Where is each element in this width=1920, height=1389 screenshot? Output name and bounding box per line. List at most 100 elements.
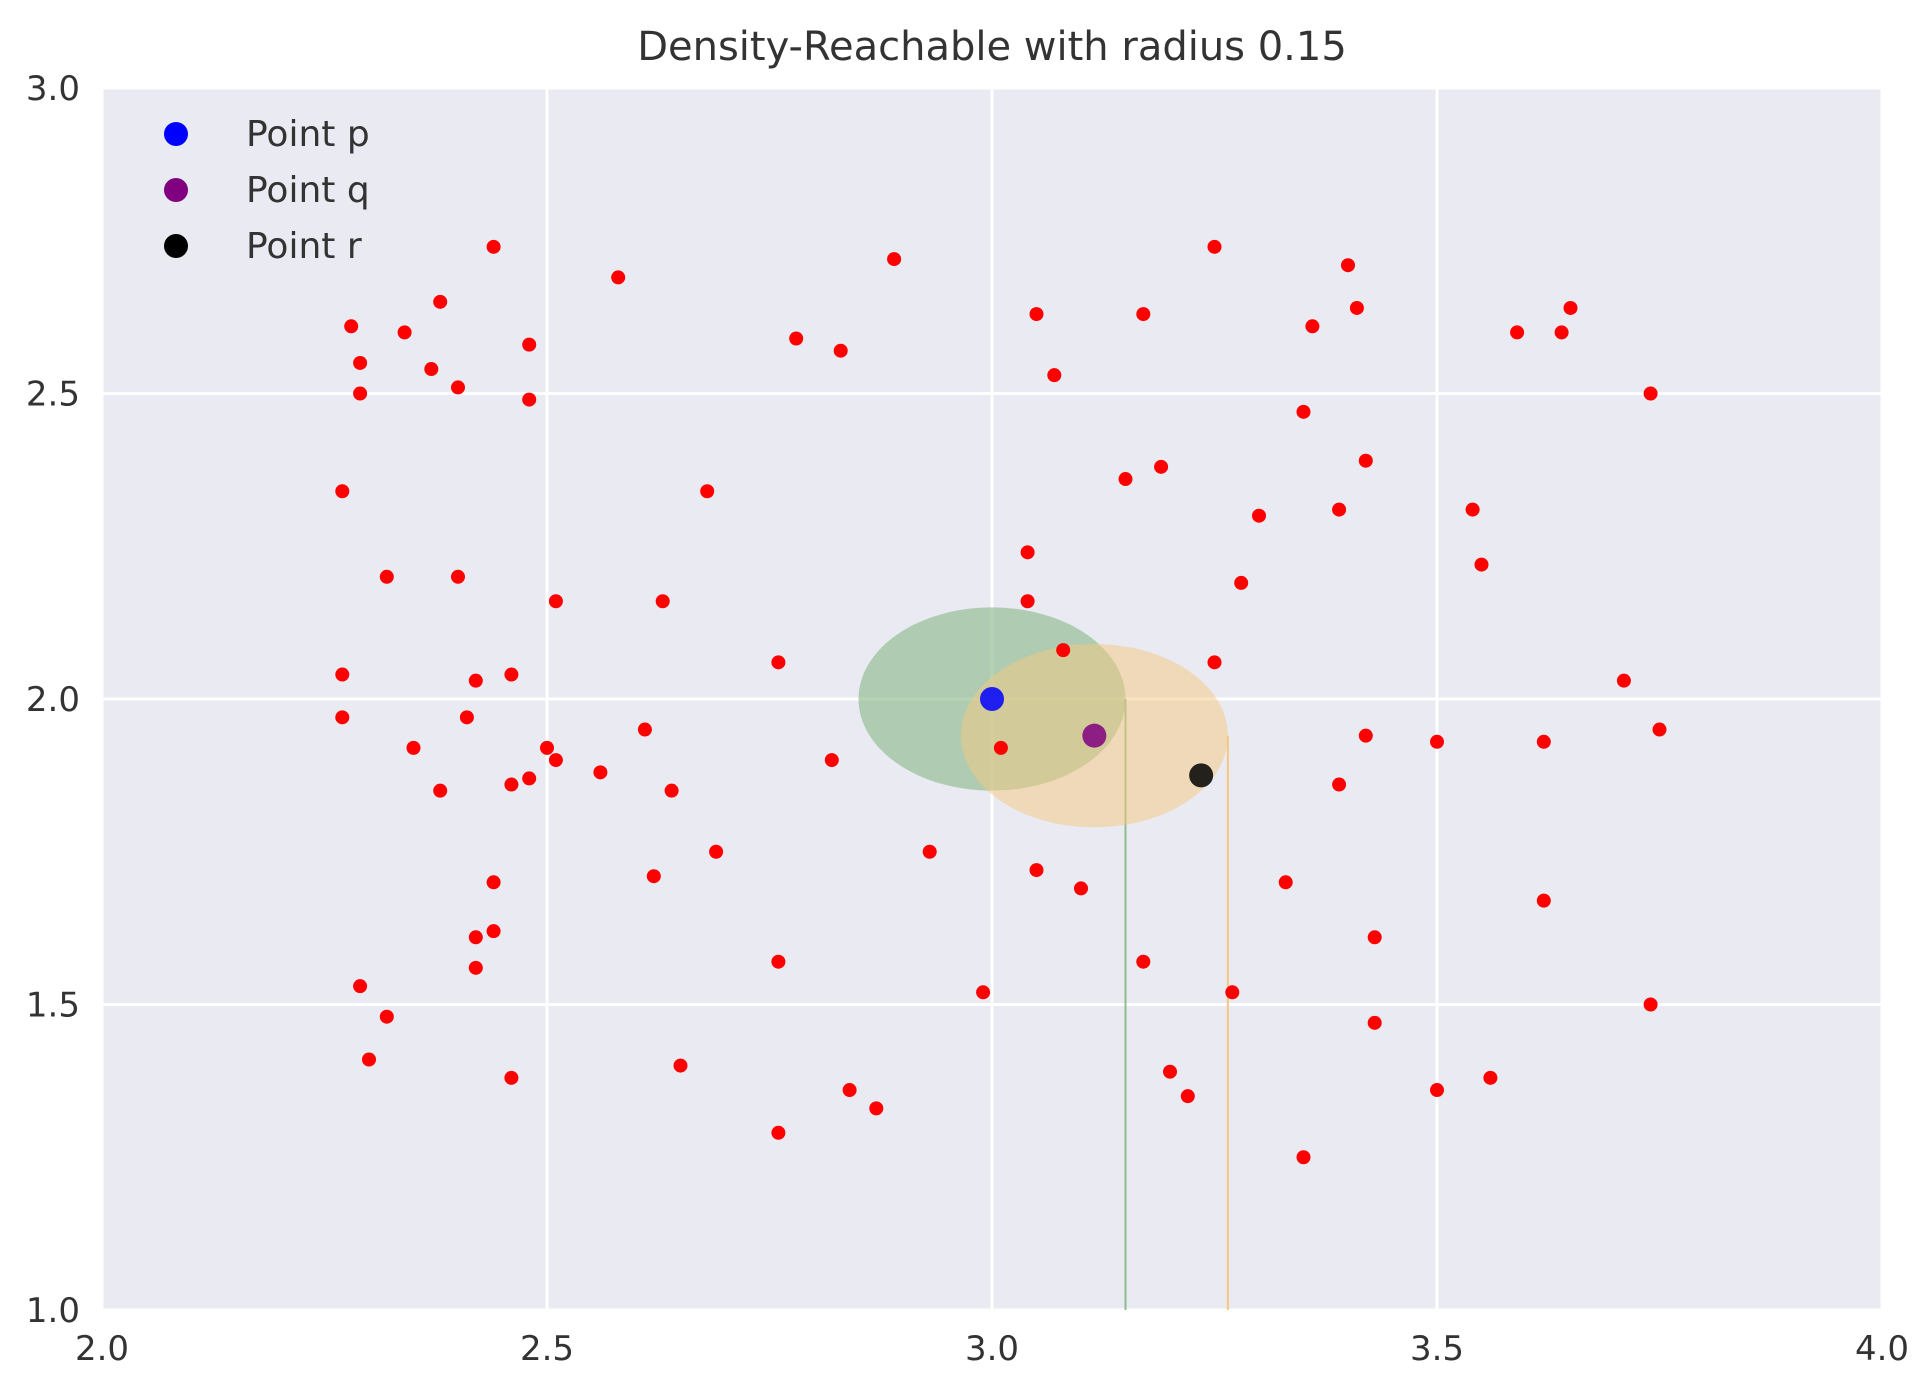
data-point bbox=[522, 337, 537, 352]
data-point bbox=[1136, 307, 1151, 322]
data-point bbox=[406, 740, 421, 755]
data-point bbox=[700, 484, 715, 499]
data-point bbox=[1367, 930, 1382, 945]
x-tick-label: 3.5 bbox=[1410, 1329, 1464, 1369]
data-point bbox=[1367, 1015, 1382, 1030]
data-point bbox=[771, 655, 786, 670]
legend-marker bbox=[164, 234, 188, 258]
data-point bbox=[824, 753, 839, 768]
data-point bbox=[468, 673, 483, 688]
data-point bbox=[1136, 954, 1151, 969]
legend-label: Point p bbox=[246, 114, 370, 155]
data-point bbox=[540, 740, 554, 755]
data-point bbox=[353, 979, 368, 994]
data-point bbox=[1616, 673, 1631, 688]
y-tick-label: 3.0 bbox=[26, 69, 80, 109]
data-point bbox=[1180, 1089, 1195, 1104]
data-point bbox=[842, 1083, 857, 1098]
y-tick-label: 1.5 bbox=[26, 986, 80, 1026]
data-point bbox=[1430, 1083, 1444, 1098]
data-point bbox=[1020, 594, 1035, 609]
data-point bbox=[1652, 722, 1667, 737]
data-point bbox=[1332, 777, 1347, 792]
data-point bbox=[1643, 386, 1658, 401]
highlight-point bbox=[980, 687, 1004, 711]
data-point bbox=[1563, 300, 1578, 315]
data-point bbox=[1349, 300, 1364, 315]
data-point bbox=[1234, 575, 1249, 590]
data-point bbox=[1358, 728, 1373, 743]
highlight-point bbox=[1189, 763, 1214, 788]
x-tick-label: 2.0 bbox=[75, 1329, 129, 1369]
data-point bbox=[1430, 734, 1444, 749]
data-point bbox=[468, 930, 483, 945]
data-point bbox=[1296, 1150, 1311, 1165]
data-point bbox=[1029, 863, 1044, 878]
data-point bbox=[1020, 545, 1035, 560]
data-point bbox=[486, 875, 501, 890]
data-point bbox=[486, 924, 501, 939]
data-point bbox=[522, 392, 537, 407]
data-point bbox=[468, 960, 483, 975]
data-point bbox=[522, 771, 537, 786]
data-point bbox=[993, 740, 1008, 755]
data-point bbox=[1510, 325, 1525, 340]
x-tick-label: 4.0 bbox=[1855, 1329, 1909, 1369]
legend-marker bbox=[164, 178, 188, 202]
data-point bbox=[1225, 985, 1240, 1000]
highlight-point bbox=[1082, 723, 1107, 748]
data-point bbox=[922, 844, 937, 859]
data-point bbox=[789, 331, 804, 346]
data-point bbox=[887, 252, 902, 267]
data-point bbox=[1536, 734, 1551, 749]
legend-marker bbox=[164, 122, 188, 146]
data-point bbox=[379, 569, 394, 584]
data-point bbox=[1252, 508, 1266, 523]
data-point bbox=[1207, 239, 1222, 254]
data-point bbox=[335, 710, 350, 725]
data-point bbox=[1163, 1064, 1177, 1079]
data-point bbox=[504, 1070, 519, 1085]
data-point bbox=[771, 954, 786, 969]
data-point bbox=[1154, 459, 1169, 474]
data-point bbox=[709, 844, 724, 859]
data-point bbox=[1643, 997, 1658, 1012]
data-point bbox=[451, 380, 465, 395]
y-tick-label: 1.0 bbox=[26, 1291, 80, 1331]
data-point bbox=[1029, 307, 1044, 322]
data-point bbox=[504, 777, 519, 792]
data-point bbox=[1358, 453, 1373, 468]
data-point bbox=[504, 667, 519, 682]
data-point bbox=[771, 1125, 786, 1140]
legend-label: Point r bbox=[246, 226, 362, 267]
chart-title: Density-Reachable with radius 0.15 bbox=[637, 24, 1347, 70]
x-tick-label: 2.5 bbox=[520, 1329, 574, 1369]
data-point bbox=[424, 362, 439, 377]
data-point bbox=[869, 1101, 884, 1116]
data-point bbox=[611, 270, 626, 285]
data-point bbox=[1554, 325, 1569, 340]
data-point bbox=[379, 1009, 394, 1024]
data-point bbox=[1056, 643, 1071, 658]
data-point bbox=[593, 765, 608, 780]
data-point bbox=[1341, 258, 1355, 273]
data-point bbox=[976, 985, 991, 1000]
data-point bbox=[1118, 472, 1133, 487]
data-point bbox=[655, 594, 670, 609]
data-point bbox=[548, 594, 563, 609]
data-point bbox=[1332, 502, 1347, 517]
data-point bbox=[1047, 368, 1062, 383]
x-tick-label: 3.0 bbox=[965, 1329, 1019, 1369]
data-point bbox=[1278, 875, 1293, 890]
data-point bbox=[1536, 893, 1551, 908]
data-point bbox=[459, 710, 474, 725]
data-point bbox=[353, 386, 368, 401]
data-point bbox=[548, 753, 563, 768]
data-point bbox=[335, 484, 350, 499]
legend-label: Point q bbox=[246, 170, 370, 211]
data-point bbox=[353, 355, 368, 370]
data-point bbox=[362, 1052, 376, 1067]
data-point bbox=[833, 343, 848, 358]
